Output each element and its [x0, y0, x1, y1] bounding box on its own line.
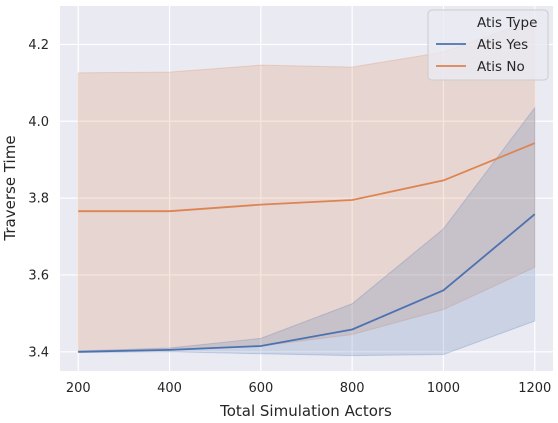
x-tick-label: 600 [248, 381, 273, 396]
y-tick-label: 3.6 [28, 268, 49, 283]
x-tick-label: 800 [340, 381, 365, 396]
x-tick-label: 1000 [427, 381, 460, 396]
x-tick-label: 1200 [518, 381, 551, 396]
series-line-atis-no [78, 142, 536, 213]
x-tick-label: 200 [66, 381, 91, 396]
series-lines [78, 142, 536, 353]
legend-label-atis-yes: Atis Yes [477, 37, 528, 53]
series-line-atis-yes [78, 213, 536, 353]
legend-label-atis-no: Atis No [477, 59, 525, 75]
legend: Atis Type Atis Yes Atis No [427, 9, 549, 81]
y-tick-label: 3.8 [28, 192, 49, 207]
legend-title: Atis Type [477, 15, 537, 31]
y-axis-ticks: 3.4 3.6 3.8 4.0 4.2 [28, 38, 49, 360]
x-axis-label: Total Simulation Actors [219, 402, 392, 420]
y-tick-label: 3.4 [28, 345, 49, 360]
legend-box [427, 9, 549, 81]
y-tick-label: 4.2 [28, 38, 49, 53]
y-tick-label: 4.0 [28, 115, 49, 130]
x-axis-ticks: 200 400 600 800 1000 1200 [66, 381, 551, 396]
ci-band-atis-yes [77, 106, 536, 357]
y-axis-label: Traverse Time [1, 135, 19, 241]
x-tick-label: 400 [157, 381, 182, 396]
